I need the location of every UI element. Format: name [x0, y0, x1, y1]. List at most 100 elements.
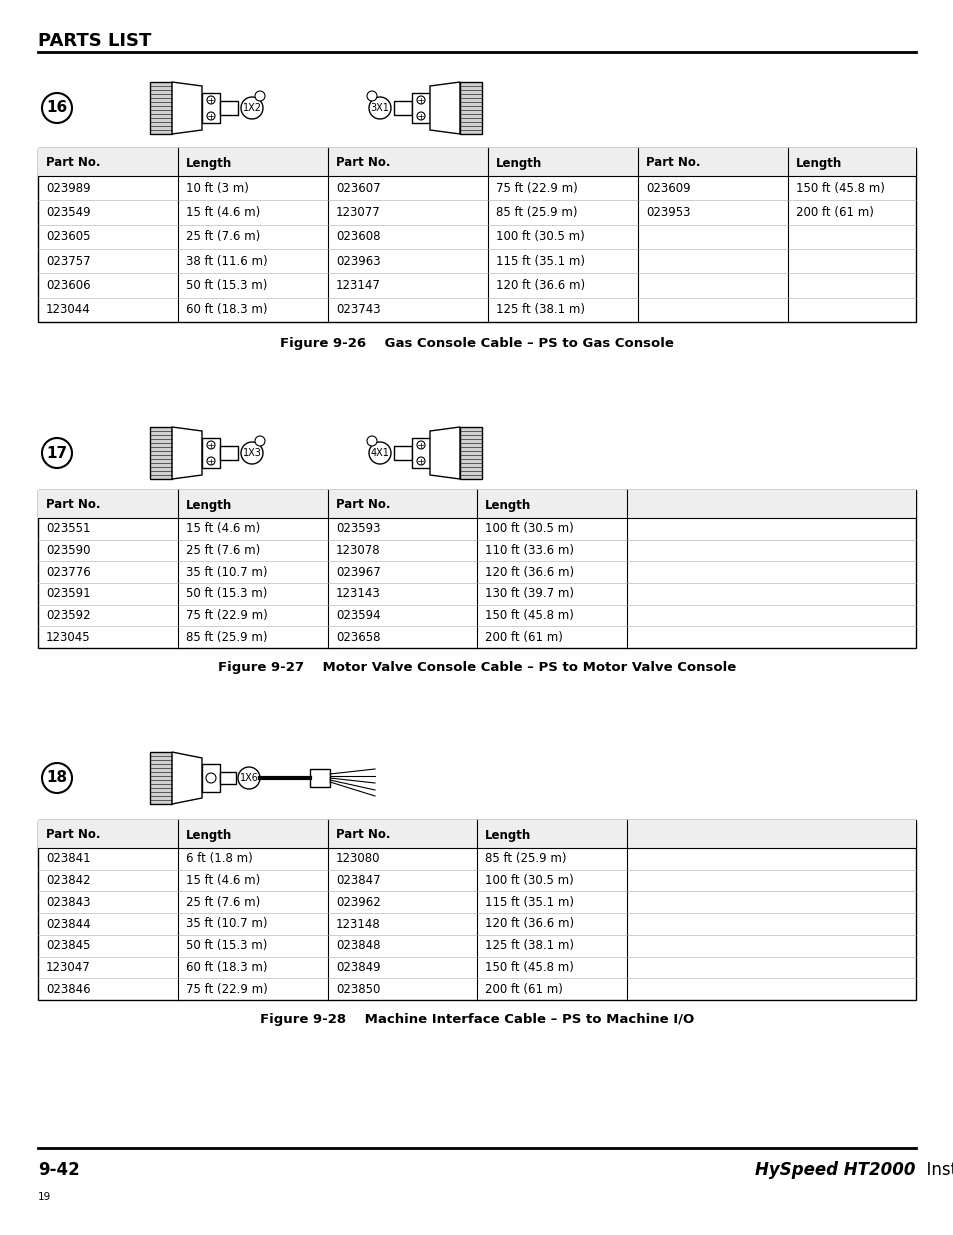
Bar	[202, 93, 220, 124]
Text: 130 ft (39.7 m): 130 ft (39.7 m)	[484, 588, 574, 600]
Text: Length: Length	[186, 499, 232, 511]
Text: 38 ft (11.6 m): 38 ft (11.6 m)	[186, 254, 268, 268]
Text: 200 ft (61 m): 200 ft (61 m)	[795, 206, 873, 219]
Text: 85 ft (25.9 m): 85 ft (25.9 m)	[186, 631, 267, 643]
Bar	[38, 820, 915, 1000]
Text: 50 ft (15.3 m): 50 ft (15.3 m)	[186, 279, 267, 291]
Text: Instruction Manual: Instruction Manual	[915, 1161, 953, 1179]
Circle shape	[416, 457, 424, 466]
Text: 023844: 023844	[46, 918, 91, 930]
Text: 125 ft (38.1 m): 125 ft (38.1 m)	[484, 939, 574, 952]
Text: 123047: 123047	[46, 961, 91, 974]
Text: 150 ft (45.8 m): 150 ft (45.8 m)	[484, 961, 574, 974]
Text: 85 ft (25.9 m): 85 ft (25.9 m)	[496, 206, 577, 219]
Text: 120 ft (36.6 m): 120 ft (36.6 m)	[484, 918, 574, 930]
Bar	[412, 93, 430, 124]
Bar	[38, 490, 915, 517]
Circle shape	[237, 767, 260, 789]
Text: Length: Length	[186, 829, 232, 841]
Circle shape	[207, 112, 214, 120]
Text: 4X1: 4X1	[370, 448, 389, 458]
Polygon shape	[430, 427, 459, 479]
Text: 023743: 023743	[335, 304, 380, 316]
Text: HySpeed HT2000: HySpeed HT2000	[755, 1161, 915, 1179]
Text: 25 ft (7.6 m): 25 ft (7.6 m)	[186, 231, 260, 243]
Bar	[150, 82, 172, 135]
Text: 3X1: 3X1	[370, 103, 389, 112]
Text: Part No.: Part No.	[335, 829, 390, 841]
Circle shape	[207, 96, 214, 104]
Bar	[38, 820, 915, 848]
Text: 023953: 023953	[645, 206, 690, 219]
Text: 60 ft (18.3 m): 60 ft (18.3 m)	[186, 304, 267, 316]
Text: Part No.: Part No.	[46, 157, 100, 169]
Polygon shape	[172, 752, 202, 804]
Text: 15 ft (4.6 m): 15 ft (4.6 m)	[186, 522, 260, 535]
Bar	[310, 769, 330, 787]
Text: Length: Length	[484, 829, 531, 841]
Text: 115 ft (35.1 m): 115 ft (35.1 m)	[484, 895, 574, 909]
Text: 123147: 123147	[335, 279, 380, 291]
Text: 023592: 023592	[46, 609, 91, 622]
Bar	[459, 82, 481, 135]
Bar	[38, 490, 915, 648]
Text: 023609: 023609	[645, 182, 690, 195]
Text: 1X6: 1X6	[239, 773, 258, 783]
Bar	[150, 752, 172, 804]
Text: 023849: 023849	[335, 961, 380, 974]
Text: 25 ft (7.6 m): 25 ft (7.6 m)	[186, 543, 260, 557]
Text: 50 ft (15.3 m): 50 ft (15.3 m)	[186, 939, 267, 952]
Text: 023593: 023593	[335, 522, 380, 535]
Polygon shape	[172, 82, 202, 135]
Text: 023606: 023606	[46, 279, 91, 291]
Text: PARTS LIST: PARTS LIST	[38, 32, 152, 49]
Bar	[459, 427, 481, 479]
Text: Part No.: Part No.	[335, 499, 390, 511]
Text: 123143: 123143	[335, 588, 380, 600]
Text: Figure 9-27    Motor Valve Console Cable – PS to Motor Valve Console: Figure 9-27 Motor Valve Console Cable – …	[217, 662, 736, 674]
Text: 85 ft (25.9 m): 85 ft (25.9 m)	[484, 852, 566, 866]
Text: 123044: 123044	[46, 304, 91, 316]
Circle shape	[416, 96, 424, 104]
Text: 15 ft (4.6 m): 15 ft (4.6 m)	[186, 206, 260, 219]
Text: 123077: 123077	[335, 206, 380, 219]
Text: 100 ft (30.5 m): 100 ft (30.5 m)	[484, 874, 573, 887]
Text: Length: Length	[186, 157, 232, 169]
Bar	[220, 772, 235, 784]
Text: 023594: 023594	[335, 609, 380, 622]
Bar	[38, 148, 915, 322]
Text: 023590: 023590	[46, 543, 91, 557]
Text: 023967: 023967	[335, 566, 380, 579]
Text: Length: Length	[795, 157, 841, 169]
Bar	[394, 101, 412, 115]
Text: 120 ft (36.6 m): 120 ft (36.6 m)	[496, 279, 584, 291]
Text: 023989: 023989	[46, 182, 91, 195]
Text: 200 ft (61 m): 200 ft (61 m)	[484, 631, 562, 643]
Text: 023847: 023847	[335, 874, 380, 887]
Bar	[38, 148, 915, 177]
Text: 200 ft (61 m): 200 ft (61 m)	[484, 983, 562, 995]
Circle shape	[206, 773, 215, 783]
Text: 110 ft (33.6 m): 110 ft (33.6 m)	[484, 543, 574, 557]
Text: 023776: 023776	[46, 566, 91, 579]
Circle shape	[369, 442, 391, 464]
Text: 023607: 023607	[335, 182, 380, 195]
Circle shape	[367, 436, 376, 446]
Text: 6 ft (1.8 m): 6 ft (1.8 m)	[186, 852, 253, 866]
Circle shape	[369, 98, 391, 119]
Text: 023551: 023551	[46, 522, 91, 535]
Text: 100 ft (30.5 m): 100 ft (30.5 m)	[484, 522, 573, 535]
Bar	[202, 764, 220, 792]
Text: Part No.: Part No.	[645, 157, 700, 169]
Text: 023846: 023846	[46, 983, 91, 995]
Circle shape	[42, 93, 71, 124]
Circle shape	[42, 763, 71, 793]
Polygon shape	[172, 427, 202, 479]
Text: 150 ft (45.8 m): 150 ft (45.8 m)	[795, 182, 884, 195]
Text: Part No.: Part No.	[335, 157, 390, 169]
Text: 023658: 023658	[335, 631, 380, 643]
Circle shape	[207, 457, 214, 466]
Circle shape	[416, 441, 424, 450]
Circle shape	[416, 112, 424, 120]
Text: 75 ft (22.9 m): 75 ft (22.9 m)	[186, 609, 268, 622]
